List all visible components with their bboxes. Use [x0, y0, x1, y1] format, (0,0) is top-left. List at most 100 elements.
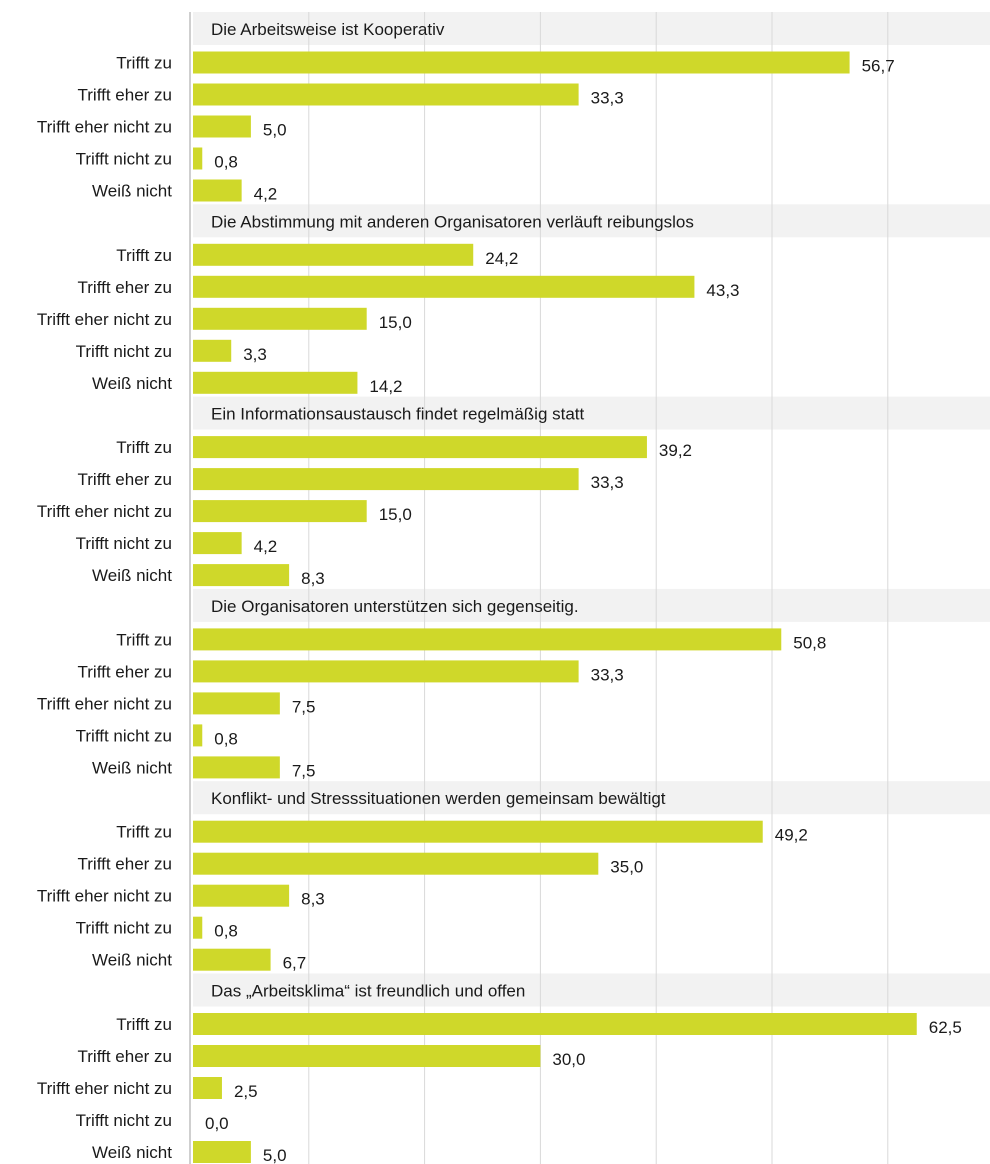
- data-label: 43,3: [706, 281, 739, 300]
- bar: [193, 51, 850, 74]
- bar: [193, 243, 474, 266]
- group-title: Ein Informationsaustausch findet regelmä…: [211, 405, 585, 424]
- category-label: Trifft eher zu: [78, 86, 172, 105]
- category-label: Trifft zu: [116, 246, 172, 265]
- category-label: Trifft zu: [116, 54, 172, 73]
- category-label: Trifft eher nicht zu: [37, 887, 172, 906]
- category-label: Trifft nicht zu: [76, 150, 172, 169]
- bar: [193, 371, 358, 394]
- group-title: Konflikt- und Stresssituationen werden g…: [211, 789, 666, 808]
- bar: [193, 275, 695, 298]
- bar: [193, 724, 203, 747]
- bar: [193, 820, 763, 843]
- category-label: Trifft zu: [116, 630, 172, 649]
- data-label: 4,2: [254, 537, 278, 556]
- group-header-band: [193, 396, 990, 430]
- data-label: 14,2: [369, 377, 402, 396]
- category-label: Trifft eher zu: [78, 278, 172, 297]
- bar: [193, 339, 232, 362]
- bar: [193, 948, 271, 971]
- category-label: Trifft zu: [116, 438, 172, 457]
- data-label: 3,3: [243, 345, 267, 364]
- bar: [193, 468, 579, 491]
- data-label: 33,3: [591, 473, 624, 492]
- bar: [193, 692, 280, 715]
- data-label: 39,2: [659, 441, 692, 460]
- data-label: 0,0: [205, 1114, 229, 1133]
- group-title: Die Abstimmung mit anderen Organisatoren…: [211, 212, 694, 231]
- bar: [193, 884, 290, 907]
- data-label: 56,7: [862, 57, 895, 76]
- category-label: Trifft eher zu: [78, 470, 172, 489]
- category-label: Trifft zu: [116, 823, 172, 842]
- data-label: 15,0: [379, 313, 412, 332]
- data-label: 0,8: [214, 153, 238, 172]
- data-label: 49,2: [775, 826, 808, 845]
- data-label: 0,8: [214, 729, 238, 748]
- group-title: Die Arbeitsweise ist Kooperativ: [211, 20, 445, 39]
- category-label: Trifft eher nicht zu: [37, 310, 172, 329]
- data-label: 30,0: [552, 1050, 585, 1069]
- bar: [193, 564, 290, 587]
- bar: [193, 179, 242, 202]
- group-title: Die Organisatoren unterstützen sich gege…: [211, 597, 579, 616]
- category-label: Weiß nicht: [92, 374, 172, 393]
- group-header-band: [193, 204, 990, 238]
- bar: [193, 628, 782, 651]
- data-label: 62,5: [929, 1018, 962, 1037]
- category-label: Trifft zu: [116, 1015, 172, 1034]
- data-label: 35,0: [610, 858, 643, 877]
- bar: [193, 532, 242, 555]
- data-label: 50,8: [793, 633, 826, 652]
- category-label: Trifft nicht zu: [76, 342, 172, 361]
- bar: [193, 500, 367, 523]
- category-label: Weiß nicht: [92, 182, 172, 201]
- data-label: 2,5: [234, 1082, 258, 1101]
- group-header-band: [193, 12, 990, 45]
- category-label: Weiß nicht: [92, 1143, 172, 1162]
- category-label: Trifft eher nicht zu: [37, 1079, 172, 1098]
- data-label: 7,5: [292, 761, 316, 780]
- category-label: Trifft eher zu: [78, 662, 172, 681]
- category-label: Trifft eher nicht zu: [37, 502, 172, 521]
- data-label: 4,2: [254, 185, 278, 204]
- bar: [193, 115, 251, 138]
- data-label: 7,5: [292, 697, 316, 716]
- bar: [193, 436, 647, 459]
- bar: [193, 83, 579, 106]
- bar: [193, 1141, 251, 1163]
- bar: [193, 756, 280, 779]
- bar: [193, 147, 203, 170]
- category-label: Weiß nicht: [92, 758, 172, 777]
- category-label: Trifft nicht zu: [76, 919, 172, 938]
- category-label: Trifft eher zu: [78, 855, 172, 874]
- group-header-band: [193, 973, 990, 1007]
- category-label: Trifft eher zu: [78, 1047, 172, 1066]
- data-label: 15,0: [379, 505, 412, 524]
- data-label: 5,0: [263, 1146, 287, 1164]
- bar: [193, 916, 203, 939]
- bar: [193, 1077, 222, 1099]
- category-label: Trifft nicht zu: [76, 726, 172, 745]
- category-label: Trifft eher nicht zu: [37, 118, 172, 137]
- bar: [193, 1013, 917, 1035]
- category-label: Trifft eher nicht zu: [37, 694, 172, 713]
- group-header-band: [193, 588, 990, 622]
- data-label: 6,7: [283, 954, 307, 973]
- bar: [193, 1045, 541, 1067]
- data-label: 8,3: [301, 569, 325, 588]
- data-label: 5,0: [263, 121, 287, 140]
- category-label: Trifft nicht zu: [76, 1111, 172, 1130]
- bar: [193, 307, 367, 330]
- group-header-band: [193, 781, 990, 815]
- bar: [193, 852, 599, 875]
- group-title: Das „Arbeitsklima“ ist freundlich und of…: [211, 982, 525, 1001]
- data-label: 24,2: [485, 249, 518, 268]
- bar: [193, 660, 579, 683]
- category-label: Trifft nicht zu: [76, 534, 172, 553]
- data-label: 0,8: [214, 922, 238, 941]
- category-label: Weiß nicht: [92, 566, 172, 585]
- category-label: Weiß nicht: [92, 951, 172, 970]
